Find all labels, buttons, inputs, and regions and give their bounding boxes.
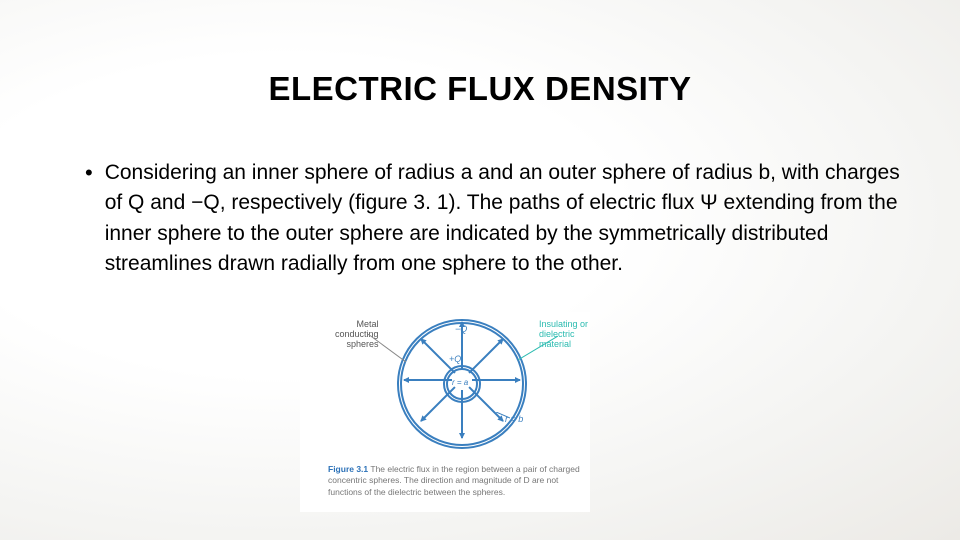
bullet-text: Considering an inner sphere of radius a … (105, 158, 900, 280)
figure: Metal conducting spheres Insulating or d… (300, 312, 590, 512)
label-r-equals-a: r = a (452, 378, 468, 387)
charge-minus-q: −Q (455, 324, 467, 334)
leader-rb (496, 412, 510, 422)
diagram: Metal conducting spheres Insulating or d… (300, 312, 590, 462)
slide-title: ELECTRIC FLUX DENSITY (60, 70, 900, 108)
charge-plus-q: +Q (449, 354, 461, 364)
bullet-dot: • (85, 158, 93, 188)
leader-left (368, 334, 406, 362)
figure-caption-label: Figure 3.1 (328, 464, 368, 474)
slide: ELECTRIC FLUX DENSITY • Considering an i… (0, 0, 960, 540)
leader-right (518, 336, 558, 366)
figure-caption: Figure 3.1 The electric flux in the regi… (300, 462, 590, 498)
bullet-item: • Considering an inner sphere of radius … (60, 158, 900, 280)
